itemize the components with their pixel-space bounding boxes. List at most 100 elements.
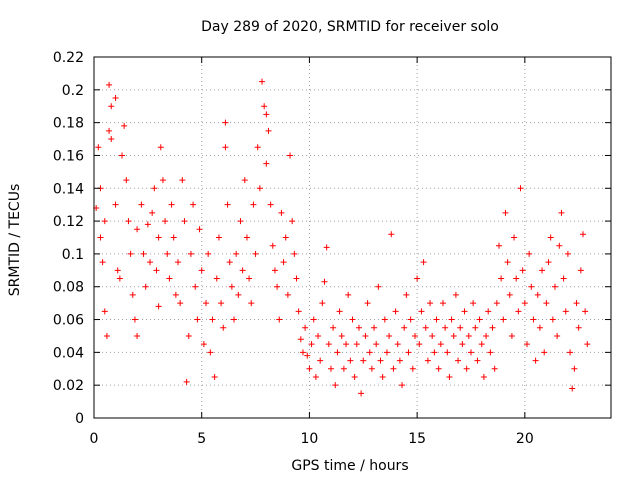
data-point — [209, 316, 216, 323]
y-tick-label: 0.14 — [53, 181, 84, 197]
data-point — [366, 349, 373, 356]
y-tick-label: 0.08 — [53, 280, 84, 296]
data-point — [222, 119, 229, 126]
data-point — [381, 316, 388, 323]
data-point — [196, 226, 203, 233]
data-point — [353, 341, 360, 348]
data-point — [368, 365, 375, 372]
data-point — [127, 250, 134, 257]
data-point — [155, 234, 162, 241]
data-point — [97, 234, 104, 241]
data-point — [377, 357, 384, 364]
data-point — [220, 324, 227, 331]
data-point — [312, 373, 319, 380]
data-point — [215, 234, 222, 241]
data-point — [556, 242, 563, 249]
data-point — [254, 144, 261, 151]
data-point — [584, 341, 591, 348]
data-point — [439, 300, 446, 307]
data-point — [416, 341, 423, 348]
data-point — [134, 226, 141, 233]
data-point — [424, 357, 431, 364]
data-point — [539, 267, 546, 274]
data-point — [442, 324, 449, 331]
data-point — [157, 144, 164, 151]
data-point — [334, 349, 341, 356]
data-point — [362, 332, 369, 339]
y-tick-label: 0.12 — [53, 214, 84, 230]
data-point — [502, 209, 509, 216]
data-point — [108, 103, 115, 110]
data-point — [224, 201, 231, 208]
data-point — [261, 103, 268, 110]
data-point — [263, 111, 270, 118]
data-point — [351, 373, 358, 380]
data-point — [528, 283, 535, 290]
data-point — [360, 357, 367, 364]
data-point — [545, 259, 552, 266]
data-point — [295, 308, 302, 315]
data-point — [347, 357, 354, 364]
data-point — [177, 300, 184, 307]
data-point — [532, 357, 539, 364]
data-point — [569, 385, 576, 392]
data-point — [106, 81, 113, 88]
x-tick-label: 10 — [301, 431, 319, 447]
data-point — [192, 283, 199, 290]
data-point — [427, 300, 434, 307]
data-point — [101, 308, 108, 315]
data-point — [144, 221, 151, 228]
x-tick-label: 5 — [197, 431, 206, 447]
data-point — [325, 341, 332, 348]
data-point — [138, 201, 145, 208]
y-tick-label: 0.16 — [53, 148, 84, 164]
data-point — [392, 308, 399, 315]
data-point — [237, 218, 244, 225]
data-point — [340, 365, 347, 372]
data-point — [343, 341, 350, 348]
data-point — [280, 259, 287, 266]
data-point — [267, 201, 274, 208]
data-point — [444, 349, 451, 356]
data-point — [274, 283, 281, 290]
data-point — [293, 275, 300, 282]
data-point — [375, 283, 382, 290]
data-point — [164, 250, 171, 257]
data-point — [489, 324, 496, 331]
data-point — [112, 95, 119, 102]
data-point — [549, 316, 556, 323]
data-point — [467, 349, 474, 356]
data-point — [517, 185, 524, 192]
data-point — [149, 209, 156, 216]
x-tick-label: 0 — [90, 431, 99, 447]
data-point — [297, 336, 304, 343]
data-point — [162, 218, 169, 225]
data-point — [355, 324, 362, 331]
data-point — [319, 300, 326, 307]
data-point — [235, 291, 242, 298]
data-point — [218, 300, 225, 307]
data-point — [407, 316, 414, 323]
data-point — [455, 357, 462, 364]
data-point — [317, 357, 324, 364]
data-point — [519, 267, 526, 274]
data-point — [155, 303, 162, 310]
data-point — [271, 267, 278, 274]
data-point — [172, 291, 179, 298]
data-point — [513, 275, 520, 282]
data-point — [183, 378, 190, 385]
y-tick-label: 0.02 — [53, 378, 84, 394]
y-tick-label: 0.2 — [62, 83, 84, 99]
data-point — [511, 234, 518, 241]
data-point — [498, 275, 505, 282]
data-point — [181, 218, 188, 225]
x-tick-label: 15 — [408, 431, 426, 447]
data-point — [226, 259, 233, 266]
data-point — [508, 332, 515, 339]
plot-frame — [93, 56, 612, 419]
data-point — [573, 300, 580, 307]
data-point — [485, 308, 492, 315]
data-point — [500, 316, 507, 323]
data-point — [461, 308, 468, 315]
